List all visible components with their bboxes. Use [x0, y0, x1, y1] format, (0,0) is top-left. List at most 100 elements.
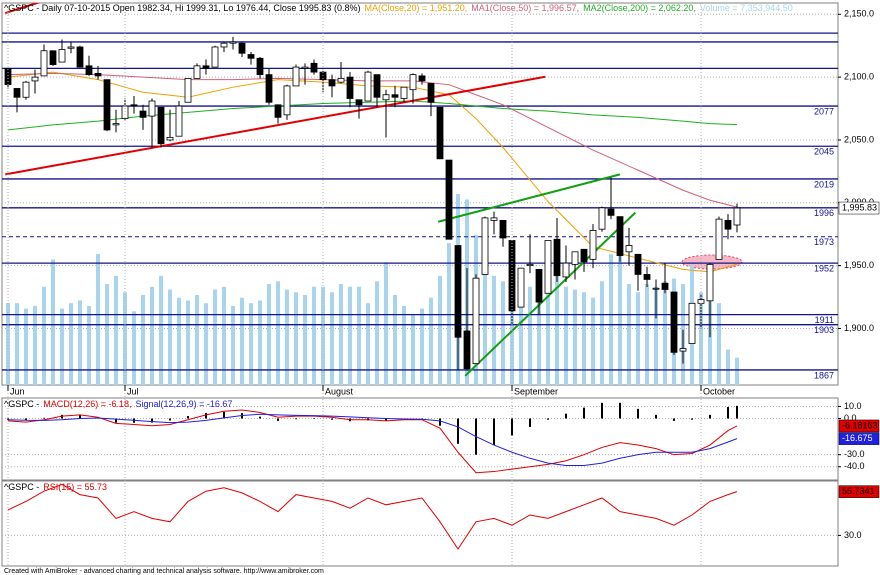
volume-bar: [123, 292, 127, 385]
volume-bar: [114, 275, 118, 385]
histogram-bar: [691, 418, 693, 420]
trendline: [437, 173, 621, 223]
volume-bar: [42, 286, 46, 385]
value-box-label: -16.675: [842, 433, 873, 443]
value-box: [838, 485, 880, 498]
histogram-bar: [583, 407, 585, 419]
volume-bar: [402, 305, 406, 385]
volume-bar: [330, 292, 334, 385]
candle-body: [571, 251, 579, 265]
candle-body: [733, 207, 741, 226]
x-tick-label: Jun: [10, 386, 25, 396]
volume-bar: [204, 303, 208, 385]
volume-bar: [186, 300, 190, 385]
volume-bar: [573, 289, 577, 385]
level-label: 2019: [814, 179, 834, 189]
candle-body: [670, 291, 678, 353]
candle-body: [265, 74, 273, 103]
candle-body: [202, 65, 210, 69]
candle-body: [211, 46, 219, 68]
candle-body: [409, 74, 417, 91]
candle-body: [229, 41, 237, 44]
candle-body: [616, 216, 624, 256]
candle-body: [58, 49, 66, 63]
volume-bar: [96, 254, 100, 385]
candle-body: [4, 67, 12, 86]
histogram-bar: [637, 408, 639, 419]
level-label: 1996: [814, 208, 834, 218]
value-box: [838, 432, 880, 445]
volume-bar: [231, 305, 235, 385]
volume-bar: [276, 281, 280, 385]
candle-body: [22, 81, 30, 98]
candle-body: [274, 104, 282, 118]
value-box-label: -6.18163: [842, 420, 878, 430]
histogram-bar: [385, 418, 387, 421]
candle-body: [103, 79, 111, 131]
histogram-bar: [619, 402, 621, 419]
histogram-bar: [439, 418, 441, 426]
candle-body: [553, 238, 561, 277]
volume-bar: [348, 286, 352, 385]
title-part: Volume = 7,353,944.50: [700, 3, 793, 13]
histogram-bar: [601, 402, 603, 419]
candle-body: [661, 282, 669, 290]
volume-bar: [285, 289, 289, 385]
histogram-bar: [7, 418, 9, 420]
candle-body: [67, 46, 75, 49]
candle-body: [130, 104, 138, 107]
candle-body: [193, 65, 201, 79]
volume-bar: [564, 286, 568, 385]
volume-bar: [222, 286, 226, 385]
histogram-bar: [187, 416, 189, 419]
volume-bar: [735, 357, 739, 385]
volume-bar: [528, 286, 532, 385]
candle-body: [292, 66, 300, 87]
candle-body: [688, 302, 696, 344]
candle-body: [364, 71, 372, 102]
candle-body: [112, 123, 120, 126]
volume-bar: [393, 294, 397, 385]
histogram-bar: [493, 418, 495, 446]
histogram-bar: [277, 418, 279, 421]
histogram-bar: [79, 414, 81, 419]
trendline: [4, 3, 41, 15]
candle-body: [490, 217, 498, 221]
histogram-bar: [655, 414, 657, 419]
trendline: [464, 211, 636, 377]
volume-bar: [6, 303, 10, 385]
candle-body: [526, 263, 534, 267]
indicator-line: [7, 409, 738, 474]
volume-bar: [258, 300, 262, 385]
histogram-bar: [331, 418, 333, 420]
volume-bar: [240, 297, 244, 385]
title-part: MA2(Close,200) = 2,062.20,: [583, 3, 696, 13]
y-tick-label: 1,950.0: [844, 260, 874, 270]
volume-bar: [645, 284, 649, 385]
volume-bar: [654, 286, 658, 385]
candle-body: [373, 74, 381, 98]
candle-body: [445, 159, 453, 240]
volume-bar: [537, 292, 541, 385]
trendline: [5, 75, 546, 176]
candle-body: [481, 217, 489, 275]
volume-bar: [699, 292, 703, 385]
volume-bar: [510, 267, 514, 385]
volume-bar: [663, 281, 667, 385]
volume-bar: [501, 281, 505, 385]
volume-bar: [492, 275, 496, 385]
volume-bar: [303, 294, 307, 385]
volume-bar: [195, 294, 199, 385]
volume-bar: [375, 281, 379, 385]
x-tick-label: Jul: [127, 386, 139, 396]
volume-bar: [546, 273, 550, 385]
title-part: MACD(12,26) = -6.18,: [43, 399, 131, 409]
candle-body: [643, 274, 651, 280]
candle-body: [184, 77, 192, 103]
candle-body: [634, 253, 642, 275]
panel-title: ^GSPC - RSI(15) = 55.73: [4, 482, 107, 492]
x-tick-label: August: [325, 386, 354, 396]
level-label: 1903: [814, 325, 834, 335]
volume-bar: [420, 308, 424, 385]
